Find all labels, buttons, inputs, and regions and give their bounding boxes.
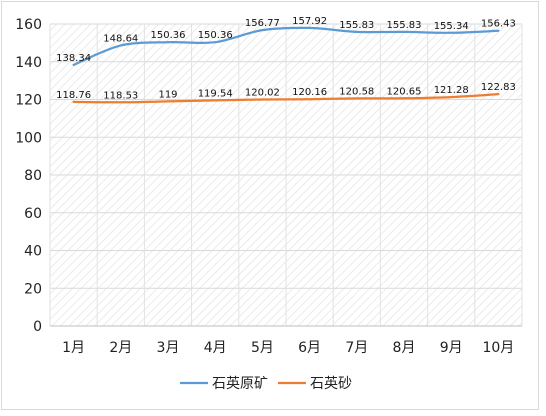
y-axis: 0 20 40 60 80 100 120 140 160 xyxy=(15,17,42,335)
y-tick-label: 0 xyxy=(33,319,42,335)
data-label: 156.43 xyxy=(481,19,516,30)
x-tick-label: 5月 xyxy=(251,340,274,356)
y-tick-label: 20 xyxy=(24,281,42,297)
y-tick-label: 60 xyxy=(24,206,42,222)
gridlines xyxy=(49,23,523,327)
data-label: 119.54 xyxy=(198,88,233,99)
data-label: 120.16 xyxy=(292,87,327,98)
data-label: 157.92 xyxy=(292,16,327,27)
x-tick-label: 1月 xyxy=(62,340,85,356)
data-label: 155.83 xyxy=(387,20,422,31)
data-label: 120.65 xyxy=(387,86,422,97)
x-tick-label: 7月 xyxy=(345,340,368,356)
data-label: 155.34 xyxy=(434,21,469,32)
y-tick-label: 100 xyxy=(15,130,42,146)
data-label: 118.53 xyxy=(103,90,138,101)
y-tick-label: 120 xyxy=(15,93,42,109)
data-label: 155.83 xyxy=(339,20,374,31)
x-tick-label: 8月 xyxy=(393,340,416,356)
data-label: 156.77 xyxy=(245,18,280,29)
x-tick-label: 2月 xyxy=(109,340,132,356)
y-tick-label: 140 xyxy=(15,55,42,71)
data-label: 118.76 xyxy=(56,90,91,101)
x-tick-label: 6月 xyxy=(298,340,321,356)
legend: 石英原矿 石英砂 xyxy=(180,375,352,392)
data-label: 150.36 xyxy=(198,30,233,41)
series-line-1 xyxy=(72,26,500,67)
data-label: 138.34 xyxy=(56,53,91,64)
legend-label-1: 石英原矿 xyxy=(212,375,268,392)
data-label: 150.36 xyxy=(151,30,186,41)
x-tick-label: 10月 xyxy=(482,340,514,356)
x-tick-label: 9月 xyxy=(440,340,463,356)
chart-container: 0 20 40 60 80 100 120 140 160 1月 2月 3月 4月 5月 6月 7月 8月 9月… xyxy=(1,1,539,410)
data-label: 148.64 xyxy=(103,33,138,44)
x-tick-label: 4月 xyxy=(204,340,227,356)
y-tick-label: 160 xyxy=(15,17,42,33)
series-line-2 xyxy=(72,93,500,104)
series-lines xyxy=(72,26,500,104)
y-tick-label: 80 xyxy=(24,168,42,184)
x-tick-label: 3月 xyxy=(157,340,180,356)
line-chart: 0 20 40 60 80 100 120 140 160 1月 2月 3月 4月 5月 6月 7月 8月 9月… xyxy=(15,16,523,392)
data-label: 120.58 xyxy=(339,86,374,97)
data-label: 121.28 xyxy=(434,85,469,96)
data-label: 120.02 xyxy=(245,87,280,98)
data-labels: 138.34 148.64 150.36 150.36 156.77 157.92 155.… xyxy=(56,16,516,101)
x-axis: 1月 2月 3月 4月 5月 6月 7月 8月 9月 10月 xyxy=(50,325,522,356)
data-label: 122.83 xyxy=(481,82,516,93)
data-label: 119 xyxy=(158,89,177,100)
legend-label-2: 石英砂 xyxy=(310,375,352,392)
y-tick-label: 40 xyxy=(24,244,42,260)
